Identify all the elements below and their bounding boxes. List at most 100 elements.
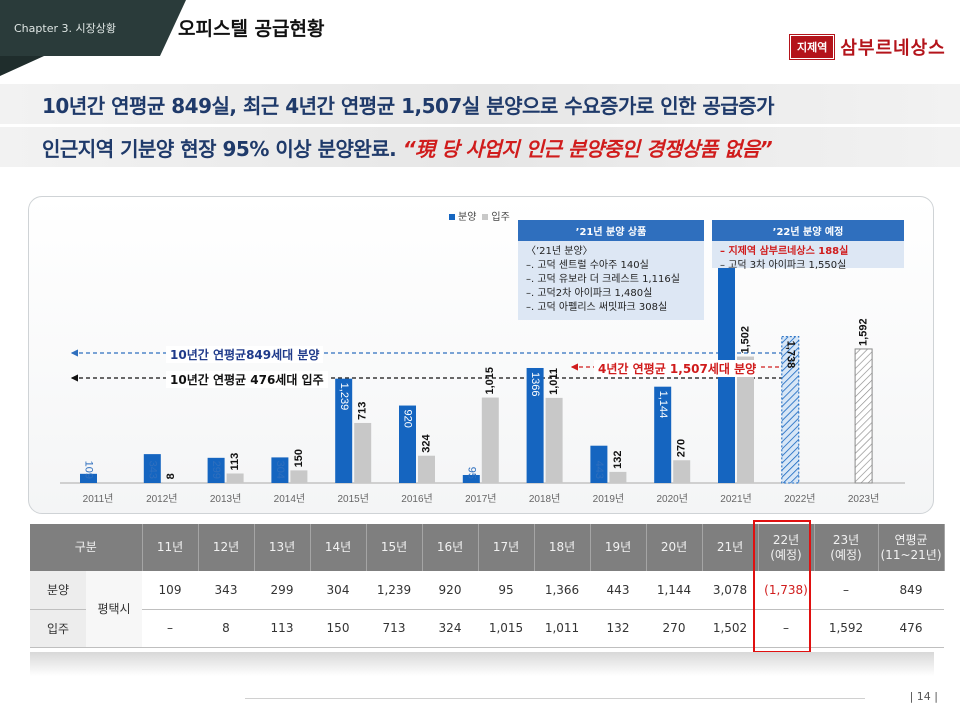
bar-move [609, 471, 627, 483]
supply-bar-chart: 109 2011년 343 8 2012년 299 113 2013년 304 150 2014년 1… [60, 223, 905, 505]
bar-sale [271, 457, 289, 483]
chapter-bar: Chapter 3. 시장상황 [0, 0, 186, 56]
table-row: 분양 평택시 109 343 299 304 1,239 920 95 1,366 443 1,144… [30, 571, 944, 648]
bar-sale-label: 1,738 [784, 341, 796, 369]
table-cell: 1,592 [814, 609, 878, 648]
table-cell: 304 [310, 571, 366, 610]
table-cell: 1,015 [478, 609, 534, 648]
info-box-2022: ’22년 분양 예정 – 지제역 삼부르네상스 188실 – 고덕 3차 아이파… [712, 220, 904, 271]
bar-sale [781, 336, 800, 484]
chapter-label: Chapter 3. 시장상황 [14, 22, 116, 35]
bar-sale [654, 386, 672, 483]
x-tick-label: 2014년 [274, 493, 305, 505]
bar-sale [399, 405, 416, 483]
headline-2-main: 인근지역 기분양 현장 95% 이상 분양완료. [42, 137, 403, 161]
x-tick-label: 2015년 [337, 493, 368, 505]
table-cell: 343 [198, 571, 254, 610]
arrow-label-avg10-sale: 10년간 연평균849세대 분양 [166, 346, 324, 363]
table-cell: 113 [254, 609, 310, 648]
bar-sale [335, 378, 353, 483]
arrow-label-avg4-sale: 4년간 연평균 1,507세대 분양 [594, 360, 761, 377]
bar-move-label: 324 [420, 433, 432, 452]
x-tick-label: 2023년 [848, 493, 879, 505]
info-item: –. 고덕 아펠리스 써밋파크 308실 [526, 302, 668, 313]
table-cell: (1,738) [758, 571, 814, 610]
bar-move [737, 356, 754, 483]
table-cell: 95 [478, 571, 534, 610]
table-cell: – [758, 609, 814, 648]
page-number: | 14 | [909, 690, 938, 703]
info-item: –. 고덕2차 아이파크 1,480실 [526, 288, 653, 299]
x-tick-label: 2016년 [401, 493, 432, 505]
info-box-2021: ’21년 분양 상품 〈’21년 분양〉 –. 고덕 센트럴 수아주 140실 … [518, 220, 704, 320]
table-header-cell: 16년 [422, 524, 479, 571]
x-tick-label: 2012년 [146, 493, 177, 505]
table-header-cell: 20년 [646, 524, 703, 571]
table-cell: 8 [198, 609, 254, 648]
legend-move-swatch [482, 214, 489, 220]
bar-move [481, 397, 499, 483]
bar-move [854, 348, 873, 484]
table-cell: – [814, 571, 878, 610]
row-label: 분양 [30, 571, 86, 610]
table-cell: 132 [590, 609, 646, 648]
x-tick-label: 2020년 [656, 493, 687, 505]
legend-move-label: 입주 [491, 212, 510, 223]
bar-move-label: 270 [676, 439, 688, 457]
x-tick-label: 2011년 [83, 493, 114, 505]
bar-move-label: 1,015 [484, 367, 496, 395]
table-cell: 443 [590, 571, 646, 610]
bar-move [418, 455, 435, 483]
table-row: 입주 –8 113 150 713 324 1,015 1,011 132 270 1,502–1,… [30, 609, 944, 648]
table-header-cell: 18년 [534, 524, 591, 571]
table-header-cell: 13년 [254, 524, 311, 571]
bar-sale [143, 454, 161, 483]
headline-2-highlight: “現 당 사업지 인근 분양중인 경쟁상품 없음” [402, 137, 773, 161]
row-label: 입주 [30, 609, 86, 648]
table-header-cell: 11년 [142, 524, 199, 571]
table-cell: 1,011 [534, 609, 590, 648]
bar-move-label: 8 [165, 473, 177, 479]
x-tick-label: 2019년 [593, 493, 624, 505]
bar-move [162, 482, 180, 483]
bar-move-label: 113 [229, 453, 241, 471]
info-box-2021-title: ’21년 분양 상품 [518, 220, 704, 241]
corner-decoration [0, 56, 44, 76]
bar-move-label: 150 [293, 449, 305, 467]
bar-sale [590, 445, 608, 483]
info-item: 〈’21년 분양〉 [526, 246, 593, 257]
bar-sale-label: 1366 [529, 372, 541, 396]
bar-sale-label: 304 [274, 461, 286, 479]
bar-sale [718, 223, 735, 483]
table-header-cell: 14년 [310, 524, 367, 571]
bar-sale-label: 1,144 [657, 391, 669, 419]
table-cell: 713 [366, 609, 422, 648]
table-cell: 1,239 [366, 571, 422, 610]
x-tick-label: 2022년 [784, 493, 815, 505]
info-box-2022-title: ’22년 분양 예정 [712, 220, 904, 241]
logo: 지제역 삼부르네상스 [788, 34, 946, 60]
bar-move [673, 460, 691, 483]
bar-sale [462, 475, 480, 483]
bar-move [354, 422, 372, 483]
supply-table: 구분 11년 12년 13년 14년 15년 16년 17년 18년 19년 2… [30, 524, 945, 648]
arrow-label-avg10-move: 10년간 연평균 476세대 입주 [166, 371, 328, 388]
table-cell: 270 [646, 609, 702, 648]
highlight-2022-column [753, 520, 811, 653]
bar-sale [526, 367, 544, 483]
table-header-cell: 19년 [590, 524, 647, 571]
bar-sale-label: 1,239 [338, 383, 350, 411]
bar-sale [207, 457, 225, 483]
table-cell: 3,078 [702, 571, 758, 610]
table-header-cell: 23년 (예정) [814, 524, 879, 571]
x-tick-label: 2013년 [210, 493, 241, 505]
bar-move-label: 1,011 [548, 368, 560, 395]
table-shadow [30, 652, 934, 676]
footer-line [245, 698, 865, 699]
bar-sale [80, 473, 97, 483]
headline-band-1 [0, 84, 960, 124]
table-header-cell: 15년 [366, 524, 423, 571]
bar-sale-label: 95 [465, 467, 477, 479]
bar-move [226, 473, 244, 483]
bar-sale-label: 343 [146, 461, 158, 479]
